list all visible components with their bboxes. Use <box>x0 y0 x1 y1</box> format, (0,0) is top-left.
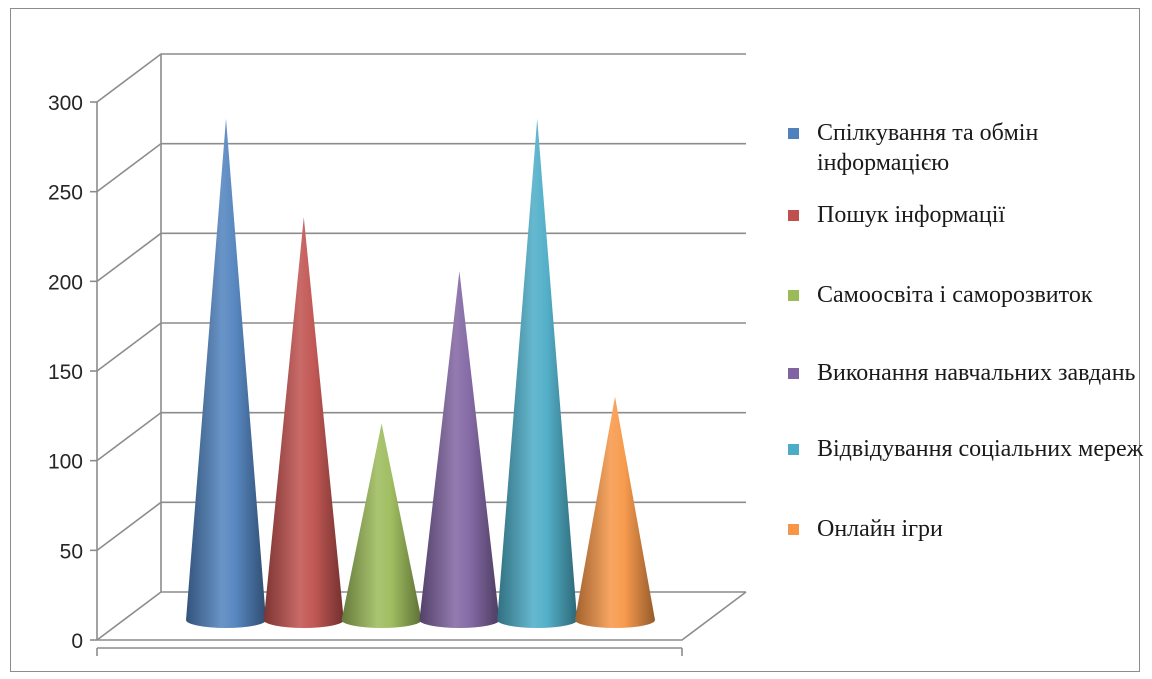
legend-item: Спілкування та обмін інформацією <box>788 118 1148 178</box>
y-tick-label: 100 <box>48 451 83 474</box>
cone-5 <box>575 396 655 628</box>
legend-label: Пошук інформації <box>817 202 1006 228</box>
gridlines <box>90 53 746 641</box>
y-tick-label: 250 <box>48 182 83 205</box>
legend-item: Виконання навчальних завдань <box>788 358 1148 388</box>
y-tick-label: 150 <box>48 361 83 384</box>
legend-swatch <box>788 128 799 139</box>
floor-outline <box>97 591 747 641</box>
legend-label: Виконання навчальних завдань <box>817 360 1136 386</box>
cone-2 <box>341 423 422 628</box>
legend-item: Самоосвіта і саморозвиток <box>788 280 1148 310</box>
legend-swatch <box>788 524 799 535</box>
legend-label: Відвідування соціальних мереж <box>817 436 1144 462</box>
legend-label: Спілкування та обмін інформацією <box>817 120 1039 176</box>
legend-item: Онлайн ігри <box>788 514 1148 544</box>
cone-0 <box>186 118 266 629</box>
cone-3 <box>419 271 500 628</box>
y-tick-label: 50 <box>60 540 83 563</box>
cone-4 <box>497 118 578 629</box>
legend-swatch <box>788 210 799 221</box>
y-tick-label: 0 <box>71 630 83 653</box>
y-tick-label: 200 <box>48 271 83 294</box>
gridline <box>96 411 746 462</box>
data-cones <box>186 118 655 629</box>
legend-label: Онлайн ігри <box>817 516 943 542</box>
cone-1 <box>263 217 344 629</box>
legend-label: Самоосвіта і саморозвиток <box>817 282 1093 308</box>
y-tick-label: 300 <box>48 92 83 115</box>
legend-swatch <box>788 368 799 379</box>
gridline <box>96 53 746 103</box>
legend-item: Пошук інформації <box>788 200 1148 230</box>
gridline <box>96 232 746 282</box>
legend-swatch <box>788 290 799 301</box>
gridline <box>96 142 746 193</box>
legend-swatch <box>788 444 799 455</box>
gridline <box>96 322 746 372</box>
legend-item: Відвідування соціальних мереж <box>788 434 1148 464</box>
y-axis-tick-labels: 0 50 100 150 200 250 300 <box>48 92 83 653</box>
